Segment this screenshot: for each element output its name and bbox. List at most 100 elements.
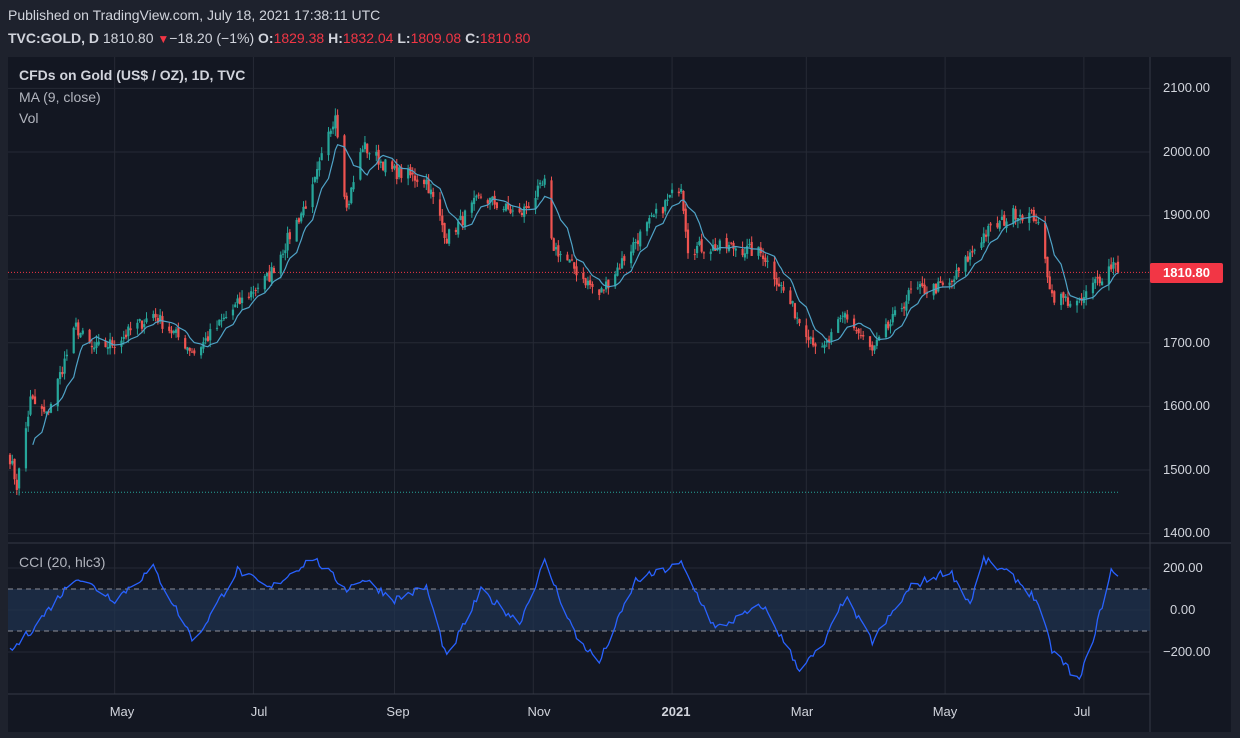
- candle-body: [630, 251, 633, 264]
- candle-body: [1044, 223, 1047, 259]
- candle-body: [441, 215, 444, 226]
- candle-body: [591, 283, 594, 287]
- candle: [732, 240, 735, 257]
- candle: [81, 327, 84, 336]
- candle: [352, 175, 355, 192]
- candle-body: [425, 179, 428, 185]
- candle-body: [88, 329, 91, 344]
- candle-body: [552, 238, 555, 251]
- candle: [33, 389, 37, 405]
- candle-body: [443, 223, 446, 239]
- candle-body: [525, 205, 528, 209]
- candle-body: [957, 267, 960, 272]
- candle: [17, 467, 21, 496]
- candle: [639, 229, 642, 251]
- candle: [632, 237, 635, 256]
- candle-body: [138, 318, 141, 322]
- candle: [8, 453, 12, 470]
- candle: [996, 216, 999, 229]
- candle: [111, 336, 114, 349]
- candle-body: [438, 199, 442, 216]
- candle-body: [614, 274, 617, 287]
- candle-body: [557, 245, 560, 257]
- candle: [240, 290, 244, 310]
- candle: [156, 314, 159, 325]
- candle-body: [238, 297, 241, 305]
- ma-legend[interactable]: MA (9, close): [19, 89, 101, 105]
- candle-body: [495, 202, 498, 209]
- candle: [955, 263, 958, 280]
- candle-body: [953, 279, 956, 282]
- candle-body: [1016, 218, 1020, 221]
- candle: [684, 203, 687, 238]
- candle-body: [225, 316, 228, 318]
- candle-body: [1066, 297, 1070, 306]
- candle-body: [111, 340, 114, 346]
- candle: [343, 134, 346, 200]
- time-axis-label: Sep: [386, 704, 410, 719]
- candle-body: [734, 248, 737, 251]
- candle-body: [1046, 256, 1049, 278]
- candle-body: [652, 215, 655, 217]
- candle: [941, 280, 944, 288]
- candle: [782, 281, 785, 293]
- candle: [777, 277, 781, 287]
- candle-body: [741, 249, 744, 256]
- candle-body: [632, 242, 635, 253]
- candle-body: [798, 319, 801, 324]
- candle: [534, 190, 537, 215]
- candle: [288, 229, 291, 245]
- candle-body: [623, 256, 626, 261]
- candle-body: [527, 206, 530, 209]
- time-axis-label: Jul: [250, 704, 268, 719]
- candle-body: [900, 308, 903, 310]
- candle-body: [1091, 282, 1095, 294]
- candle-body: [106, 347, 109, 349]
- candle-body: [488, 197, 492, 203]
- candle-body: [416, 179, 419, 182]
- candle: [97, 333, 100, 347]
- candle-body: [188, 347, 191, 352]
- vol-legend[interactable]: Vol: [19, 110, 39, 126]
- candle: [443, 222, 446, 244]
- candle: [903, 302, 906, 316]
- candle-body: [200, 347, 203, 356]
- candle-body: [29, 396, 32, 415]
- price-axis-label: 1700.00: [1163, 335, 1210, 350]
- candle-body: [247, 296, 250, 298]
- candle-body: [316, 169, 319, 180]
- candle-body: [65, 354, 68, 357]
- candle: [265, 272, 269, 281]
- candle-body: [989, 223, 992, 226]
- candle: [447, 228, 451, 247]
- candle: [407, 164, 410, 186]
- candle: [859, 328, 863, 339]
- candle: [145, 312, 148, 324]
- cci-legend[interactable]: CCI (20, hlc3): [19, 554, 106, 570]
- candle-body: [220, 320, 223, 322]
- candle-body: [122, 337, 125, 339]
- candle-body: [650, 215, 653, 217]
- candle: [953, 275, 956, 289]
- candle: [909, 281, 913, 294]
- candle: [664, 199, 667, 215]
- candle-body: [129, 328, 132, 331]
- candle: [504, 203, 508, 212]
- candle: [329, 128, 332, 137]
- candle: [718, 238, 721, 254]
- candle-body: [502, 209, 505, 211]
- chart-title: CFDs on Gold (US$ / OZ), 1D, TVC: [19, 67, 246, 83]
- candle-body: [397, 167, 401, 178]
- candle-body: [616, 267, 619, 276]
- candle-body: [766, 260, 769, 262]
- candle-body: [343, 135, 346, 197]
- candle-body: [1014, 209, 1017, 220]
- candle-body: [793, 303, 797, 319]
- candle: [361, 145, 364, 153]
- candle-body: [143, 324, 146, 328]
- candle: [475, 194, 478, 201]
- candle-body: [350, 187, 353, 204]
- candle: [541, 180, 544, 186]
- candle-body: [17, 468, 21, 489]
